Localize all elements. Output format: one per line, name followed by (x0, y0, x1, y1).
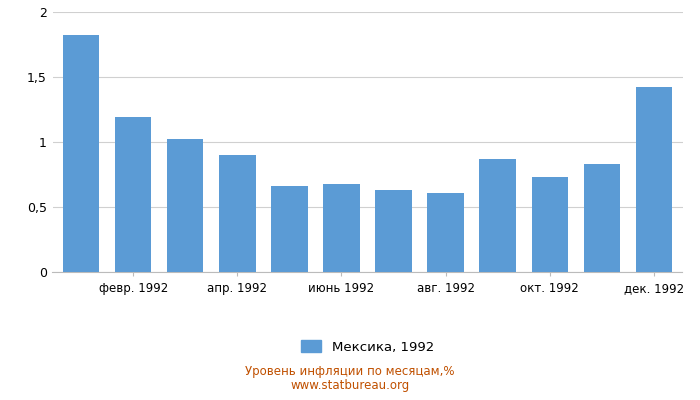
Text: Уровень инфляции по месяцам,%: Уровень инфляции по месяцам,% (245, 366, 455, 378)
Bar (480, 159, 516, 272)
Bar (428, 193, 464, 272)
Bar (219, 155, 256, 272)
Bar (584, 164, 620, 272)
Bar (167, 139, 204, 272)
Text: www.statbureau.org: www.statbureau.org (290, 380, 410, 392)
Bar (271, 186, 307, 272)
Bar (115, 117, 151, 272)
Bar (63, 35, 99, 272)
Bar (531, 177, 568, 272)
Bar (636, 87, 672, 272)
Bar (323, 184, 360, 272)
Legend: Мексика, 1992: Мексика, 1992 (296, 335, 439, 359)
Bar (375, 190, 412, 272)
